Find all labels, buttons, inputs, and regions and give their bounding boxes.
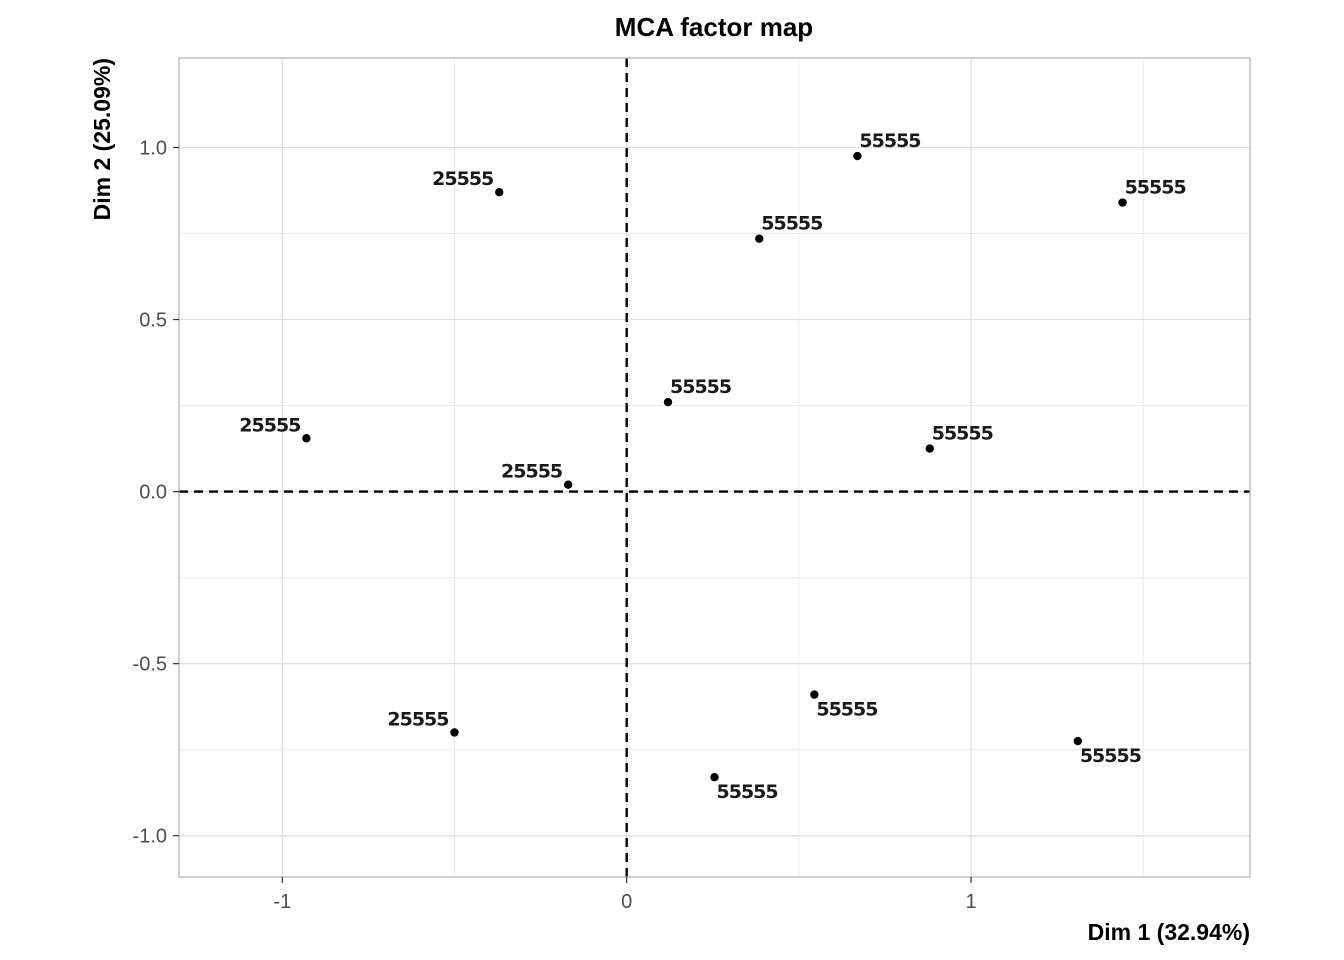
point-label: 55555 — [670, 376, 731, 398]
point-label: 25555 — [239, 414, 300, 436]
point-label: 55555 — [816, 699, 877, 721]
point-labels: 25555 25555 25555 25555 55555 55555 55555 55555… — [239, 130, 1186, 803]
chart-title: MCA factor map — [615, 12, 813, 42]
data-points — [302, 151, 1127, 782]
y-tick-label: 0.0 — [139, 482, 167, 504]
y-tick-label: 1.0 — [139, 137, 167, 159]
data-point — [495, 188, 504, 197]
x-tick-label: 0 — [621, 891, 632, 913]
data-point — [853, 151, 862, 161]
y-tick-label: 0.5 — [139, 310, 167, 332]
point-label: 25555 — [501, 461, 562, 483]
data-point — [1118, 198, 1127, 207]
data-point — [755, 234, 764, 243]
point-label: 25555 — [387, 708, 448, 730]
x-tick-label: 1 — [965, 891, 976, 913]
y-axis-ticks: -1.0 -0.5 0.0 0.5 1.0 — [133, 137, 179, 848]
x-axis-ticks: -1 0 1 — [273, 877, 977, 913]
point-label: 55555 — [1125, 177, 1186, 199]
data-point — [1073, 736, 1083, 746]
point-label: 55555 — [1080, 745, 1141, 767]
point-label: 25555 — [432, 168, 493, 190]
y-tick-label: -0.5 — [133, 654, 167, 676]
point-label: 55555 — [761, 213, 822, 235]
data-point — [663, 397, 673, 407]
panel-background — [179, 58, 1250, 877]
data-point — [810, 690, 819, 699]
data-point — [925, 444, 934, 453]
point-label: 55555 — [717, 781, 778, 803]
reference-lines — [179, 58, 1250, 877]
y-tick-label: -1.0 — [133, 826, 167, 848]
data-point — [302, 434, 311, 443]
x-axis-title: Dim 1 (32.94%) — [1088, 919, 1250, 945]
y-axis-title: Dim 2 (25.09%) — [89, 58, 115, 220]
point-label: 55555 — [932, 423, 993, 445]
data-point — [450, 728, 459, 737]
data-point — [563, 480, 573, 489]
panel-border — [178, 57, 1251, 878]
point-label: 55555 — [859, 130, 920, 152]
x-tick-label: -1 — [273, 891, 291, 913]
data-point — [710, 773, 719, 782]
